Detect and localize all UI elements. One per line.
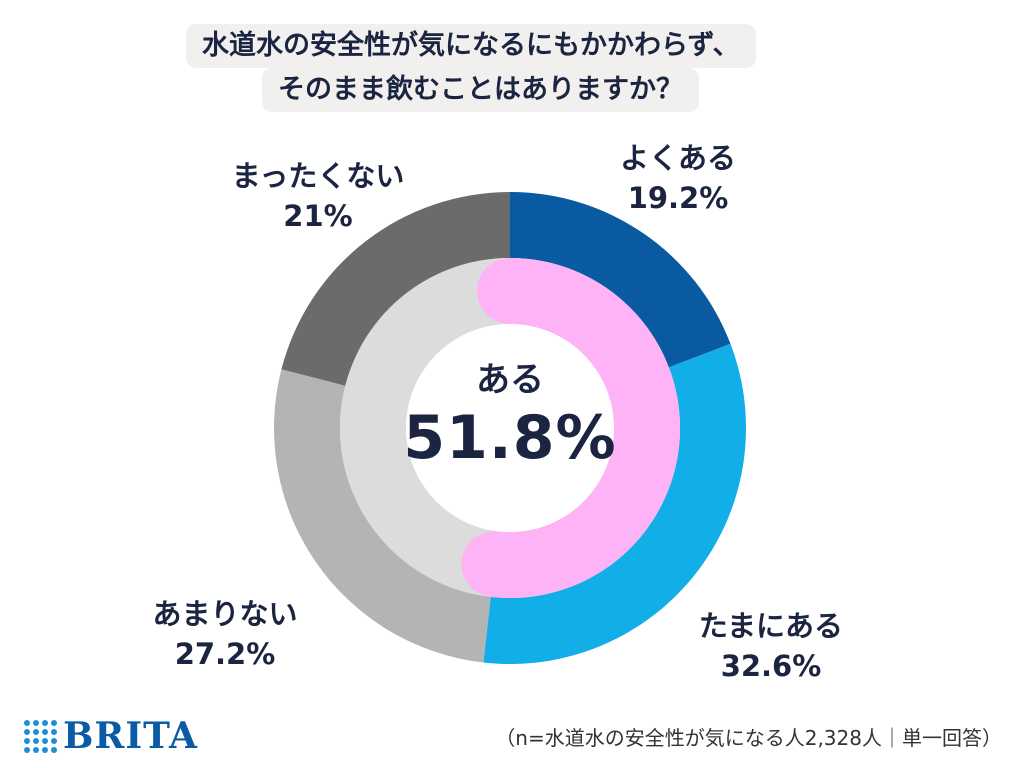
label-amari-nai-category: あまりない xyxy=(152,597,298,631)
center-label: ある 51.8% xyxy=(392,358,628,474)
label-mattaku-nai-category: まったくない xyxy=(231,159,405,193)
label-tamani-aru-value: 32.6% xyxy=(720,649,822,683)
center-category: ある xyxy=(476,360,544,400)
label-tamani-aru: たまにある 32.6% xyxy=(686,606,856,686)
label-yoku-aru-value: 19.2% xyxy=(627,181,729,215)
outer-segment-2 xyxy=(273,369,491,663)
title-line-2: そのまま飲むことはありますか？ xyxy=(262,68,699,112)
inner-highlight-arc xyxy=(461,258,680,598)
donut-hole xyxy=(406,324,614,532)
label-amari-nai-value: 27.2% xyxy=(174,637,276,671)
label-amari-nai: あまりない 27.2% xyxy=(140,594,310,674)
outer-segment-3 xyxy=(281,192,510,386)
label-yoku-aru-category: よくある xyxy=(619,141,736,175)
label-yoku-aru: よくある 19.2% xyxy=(608,138,748,218)
label-mattaku-nai-value: 21% xyxy=(283,199,353,233)
logo-text: BRITA xyxy=(63,715,198,757)
center-value: 51.8% xyxy=(403,403,617,473)
outer-segment-0 xyxy=(510,192,731,368)
outer-segment-1 xyxy=(483,343,747,664)
footnote: （n=水道水の安全性が気になる人2,328人｜単一回答） xyxy=(495,726,1002,750)
label-mattaku-nai: まったくない 21% xyxy=(218,156,418,236)
title-line-1: 水道水の安全性が気になるにもかかわらず、 xyxy=(186,24,756,68)
logo-dots-icon xyxy=(24,719,57,753)
label-tamani-aru-category: たまにある xyxy=(698,609,844,643)
brita-logo: BRITA xyxy=(24,716,198,756)
